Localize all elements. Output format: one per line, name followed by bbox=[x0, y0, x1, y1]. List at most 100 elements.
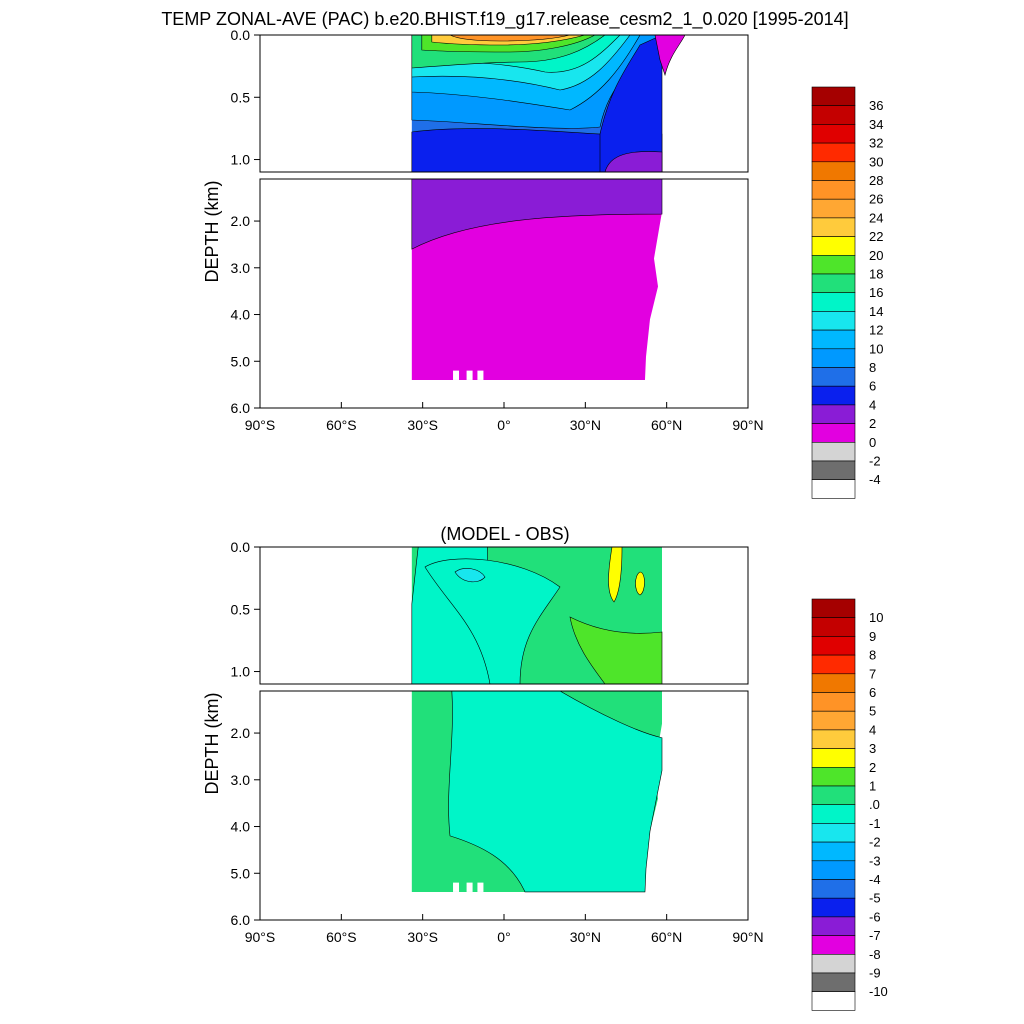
y-tick-label: 0.5 bbox=[231, 89, 251, 105]
colorbar-label: 6 bbox=[869, 685, 876, 700]
colorbar-label: -5 bbox=[869, 891, 881, 906]
colorbar-label: 2 bbox=[869, 416, 876, 431]
x-tick-label: 30°S bbox=[407, 929, 438, 945]
colorbar-label: -8 bbox=[869, 947, 881, 962]
upper-frame bbox=[259, 34, 749, 173]
seafloor-gap bbox=[453, 882, 460, 892]
colorbar-box bbox=[811, 311, 856, 331]
colorbar-label: -7 bbox=[869, 928, 881, 943]
lower-panel-fill bbox=[411, 691, 663, 893]
colorbar-label: 9 bbox=[869, 629, 876, 644]
band bbox=[411, 179, 663, 250]
contour-fill bbox=[411, 35, 686, 380]
x-tick-label: 30°N bbox=[570, 417, 601, 433]
colorbar-box bbox=[811, 654, 856, 675]
colorbar-box bbox=[811, 423, 856, 443]
colorbar-label: 10 bbox=[869, 341, 883, 356]
x-tick-label: 90°N bbox=[732, 929, 763, 945]
band bbox=[424, 558, 561, 684]
colorbar-label: 32 bbox=[869, 136, 883, 151]
x-tick-label: 60°N bbox=[651, 417, 682, 433]
band bbox=[449, 35, 571, 42]
colorbar-box bbox=[811, 953, 856, 974]
y-tick-label: 3.0 bbox=[231, 772, 251, 788]
colorbar-box bbox=[811, 161, 856, 181]
y-tick-label: 2.0 bbox=[231, 725, 251, 741]
colorbar-label: -4 bbox=[869, 872, 881, 887]
colorbar-label: 3 bbox=[869, 741, 876, 756]
colorbar-label: 4 bbox=[869, 722, 876, 737]
colorbar-box bbox=[811, 142, 856, 163]
x-tick-label: 60°S bbox=[326, 417, 357, 433]
colorbar-box bbox=[811, 598, 856, 619]
colorbar-box bbox=[811, 991, 856, 1011]
colorbar-label: -2 bbox=[869, 835, 881, 850]
colorbar-label: 16 bbox=[869, 285, 883, 300]
colorbar-box bbox=[811, 841, 856, 862]
upper-panel-fill bbox=[411, 35, 686, 172]
colorbar-label: 2 bbox=[869, 760, 876, 775]
chart-title: (MODEL - OBS) bbox=[440, 524, 569, 544]
chart-title: TEMP ZONAL-AVE (PAC) b.e20.BHIST.f19_g17… bbox=[161, 9, 848, 30]
colorbar-box bbox=[811, 441, 856, 462]
colorbar-label: 18 bbox=[869, 267, 883, 282]
colorbar-box bbox=[811, 972, 856, 993]
x-tick-label: 90°N bbox=[732, 417, 763, 433]
colorbar-box bbox=[811, 236, 856, 256]
colorbar-label: 0 bbox=[869, 435, 876, 450]
colorbar-box bbox=[811, 273, 856, 294]
y-tick-label: 3.0 bbox=[231, 260, 251, 276]
y-tick-label: 5.0 bbox=[231, 353, 251, 369]
y-tick-label: 4.0 bbox=[231, 307, 251, 323]
colorbar-box bbox=[811, 935, 856, 955]
colorbar-label: 28 bbox=[869, 173, 883, 188]
colorbar-label: -3 bbox=[869, 853, 881, 868]
colorbar-box bbox=[811, 785, 856, 806]
band bbox=[654, 35, 686, 77]
band bbox=[635, 571, 645, 596]
colorbar-label: -6 bbox=[869, 909, 881, 924]
y-tick-label: 6.0 bbox=[231, 912, 251, 928]
seafloor-gap bbox=[466, 882, 473, 892]
x-tick-label: 60°S bbox=[326, 929, 357, 945]
colorbar-label: 6 bbox=[869, 379, 876, 394]
x-tick-label: 90°S bbox=[245, 417, 276, 433]
x-tick-label: 0° bbox=[497, 417, 510, 433]
y-tick-label: 0.0 bbox=[231, 27, 251, 43]
colorbar-label: 7 bbox=[869, 666, 876, 681]
x-tick-label: 0° bbox=[497, 929, 510, 945]
colorbar-box bbox=[811, 766, 856, 787]
y-axis-label: DEPTH (km) bbox=[202, 181, 222, 283]
panel-model-minus-obs: (MODEL - OBS)0.00.51.02.03.04.05.06.0DEP… bbox=[202, 524, 888, 1011]
band bbox=[608, 547, 623, 603]
colorbar-label: -1 bbox=[869, 816, 881, 831]
colorbar-box bbox=[811, 198, 856, 219]
colorbar-box bbox=[811, 804, 856, 824]
seafloor-gap bbox=[466, 370, 473, 380]
x-tick-label: 90°S bbox=[245, 929, 276, 945]
colorbar-box bbox=[811, 367, 856, 387]
colorbar-label: 24 bbox=[869, 210, 883, 225]
colorbar-box bbox=[811, 673, 856, 693]
colorbar-box bbox=[811, 329, 856, 350]
colorbar: 10 9 8 7 6 5 4 3 2 1 .0 -1 -2 -3 -4 -5 -6 -7 -8 -9 -10 bbox=[811, 598, 888, 1011]
band bbox=[599, 35, 663, 172]
colorbar-box bbox=[811, 180, 856, 200]
y-tick-label: 4.0 bbox=[231, 819, 251, 835]
colorbar-box bbox=[811, 385, 856, 406]
colorbar-label: 26 bbox=[869, 192, 883, 207]
x-tick-label: 30°S bbox=[407, 417, 438, 433]
lower-panel-fill bbox=[411, 179, 663, 380]
y-tick-label: 5.0 bbox=[231, 865, 251, 881]
colorbar-label: 36 bbox=[869, 98, 883, 113]
colorbar-box bbox=[811, 823, 856, 843]
band bbox=[411, 179, 662, 380]
colorbar-box bbox=[811, 916, 856, 936]
colorbar-box bbox=[811, 617, 856, 637]
colorbar-label: 22 bbox=[869, 229, 883, 244]
band bbox=[454, 568, 486, 583]
y-tick-label: 1.0 bbox=[231, 664, 251, 680]
colorbar-box bbox=[811, 860, 856, 880]
